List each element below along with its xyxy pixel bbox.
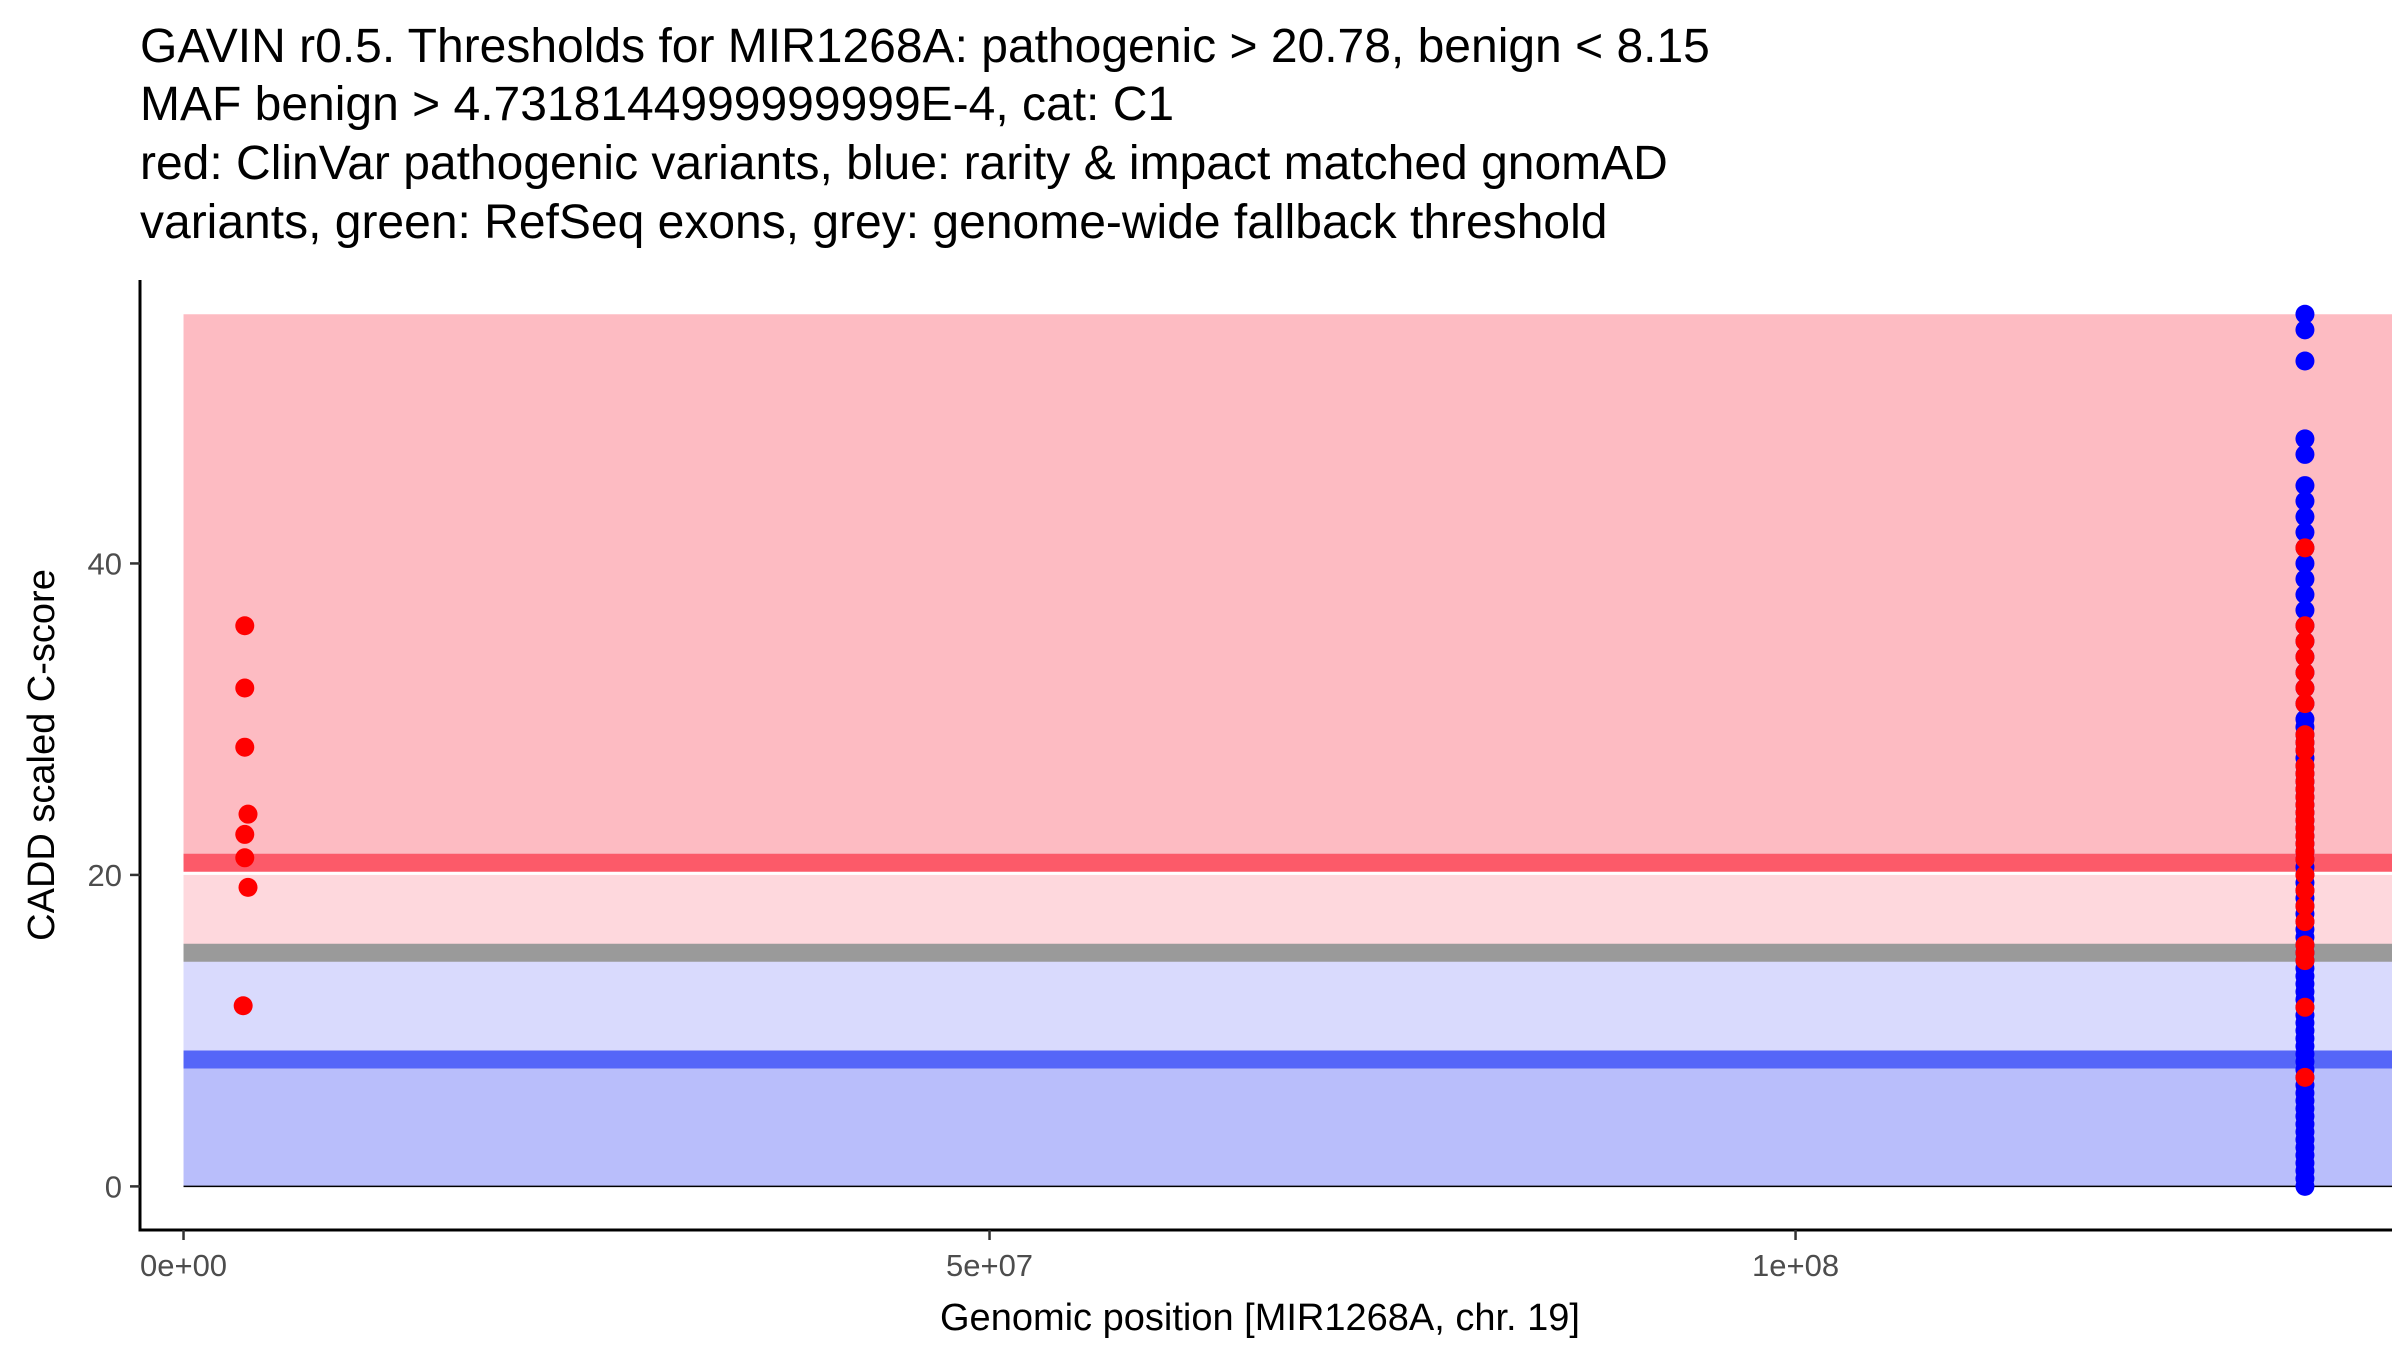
clinvar-point — [233, 996, 253, 1016]
clinvar-point — [2295, 1067, 2315, 1087]
clinvar-point — [2295, 631, 2315, 651]
x-axis-ticks: 0e+00 5e+07 1e+08 — [140, 1230, 1839, 1283]
chart-title-line-3: red: ClinVar pathogenic variants, blue: … — [140, 137, 1668, 190]
clinvar-point — [2295, 616, 2315, 636]
x-axis-title: Genomic position [MIR1268A, chr. 19] — [940, 1297, 1580, 1339]
y-tick-label: 0 — [105, 1169, 122, 1204]
gnomad-point — [2295, 320, 2315, 340]
clinvar-point — [235, 824, 255, 844]
x-tick-label: 1e+08 — [1752, 1248, 1839, 1283]
y-tick-label: 20 — [88, 858, 122, 893]
fallback-benign-region — [183, 960, 2393, 1060]
chart-title-line-4: variants, green: RefSeq exons, grey: gen… — [140, 196, 1607, 249]
clinvar-point — [235, 616, 255, 636]
gnomad-point — [2295, 491, 2315, 511]
clinvar-point — [2295, 662, 2315, 682]
clinvar-point — [238, 804, 258, 824]
y-axis-ticks: 0 20 40 — [88, 546, 140, 1204]
clinvar-point — [2295, 678, 2315, 698]
clinvar-point — [2295, 740, 2315, 760]
x-tick-label: 5e+07 — [946, 1248, 1033, 1283]
gnomad-point — [2295, 553, 2315, 573]
clinvar-point — [235, 737, 255, 757]
benign-region — [183, 1059, 2393, 1187]
clinvar-point — [235, 848, 255, 868]
y-tick-label: 40 — [88, 546, 122, 581]
gnomad-point — [2295, 476, 2315, 496]
gnomad-point — [2295, 507, 2315, 527]
clinvar-point — [2295, 951, 2315, 971]
gnomad-point — [2295, 709, 2315, 729]
clinvar-point — [2295, 880, 2315, 900]
data-points — [233, 304, 2315, 1196]
gnomad-point — [2295, 569, 2315, 589]
gnomad-point — [2295, 600, 2315, 620]
gnomad-point — [2295, 444, 2315, 464]
clinvar-point — [2295, 694, 2315, 714]
chart-title-line-2: MAF benign > 4.7318144999999999E-4, cat:… — [140, 78, 1174, 131]
clinvar-point — [238, 877, 258, 897]
gnomad-point — [2295, 304, 2315, 324]
y-axis-title: CADD scaled C-score — [21, 569, 63, 941]
gnomad-point — [2295, 585, 2315, 605]
clinvar-point — [2295, 849, 2315, 869]
clinvar-point — [2295, 647, 2315, 667]
fallback-pathogenic-region — [183, 874, 2393, 953]
clinvar-point — [2295, 538, 2315, 558]
clinvar-point — [2295, 865, 2315, 885]
gnomad-point — [2295, 351, 2315, 371]
pathogenic-region — [183, 314, 2393, 863]
clinvar-point — [2295, 896, 2315, 916]
gnomad-point — [2295, 522, 2315, 542]
gnomad-point — [2295, 429, 2315, 449]
clinvar-point — [2295, 997, 2315, 1017]
clinvar-point — [2295, 912, 2315, 932]
x-tick-label: 0e+00 — [140, 1248, 227, 1283]
chart-title-line-1: GAVIN r0.5. Thresholds for MIR1268A: pat… — [140, 20, 1710, 73]
clinvar-point — [235, 678, 255, 698]
